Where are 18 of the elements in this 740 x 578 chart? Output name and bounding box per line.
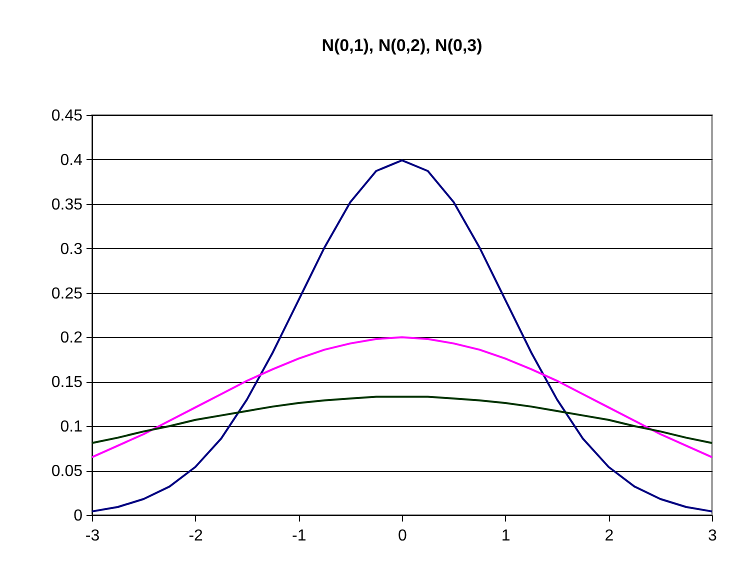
x-tick-label: -1 [292, 528, 306, 544]
y-tick-label: 0.3 [60, 240, 83, 258]
x-tick-label: -2 [188, 528, 204, 544]
y-tick-label: 0.45 [51, 108, 83, 124]
y-tick-label: 0.25 [51, 285, 83, 302]
x-tick-label: 1 [501, 528, 510, 544]
y-tick-label: 0.15 [51, 374, 83, 392]
x-tick-label: -3 [85, 528, 100, 544]
x-tick-label: 0 [398, 528, 408, 544]
x-tick-label: 2 [604, 528, 614, 544]
y-tick-label: 0.35 [51, 196, 83, 214]
x-tick-label: 3 [708, 528, 718, 544]
chart-title: N(0,1), N(0,2), N(0,3) [322, 36, 482, 55]
y-tick-label: 0 [74, 508, 83, 524]
y-tick-label: 0.05 [51, 463, 83, 480]
y-tick-label: 0.2 [60, 330, 83, 347]
y-tick-label: 0.1 [60, 418, 83, 436]
y-tick-label: 0.4 [60, 152, 83, 169]
